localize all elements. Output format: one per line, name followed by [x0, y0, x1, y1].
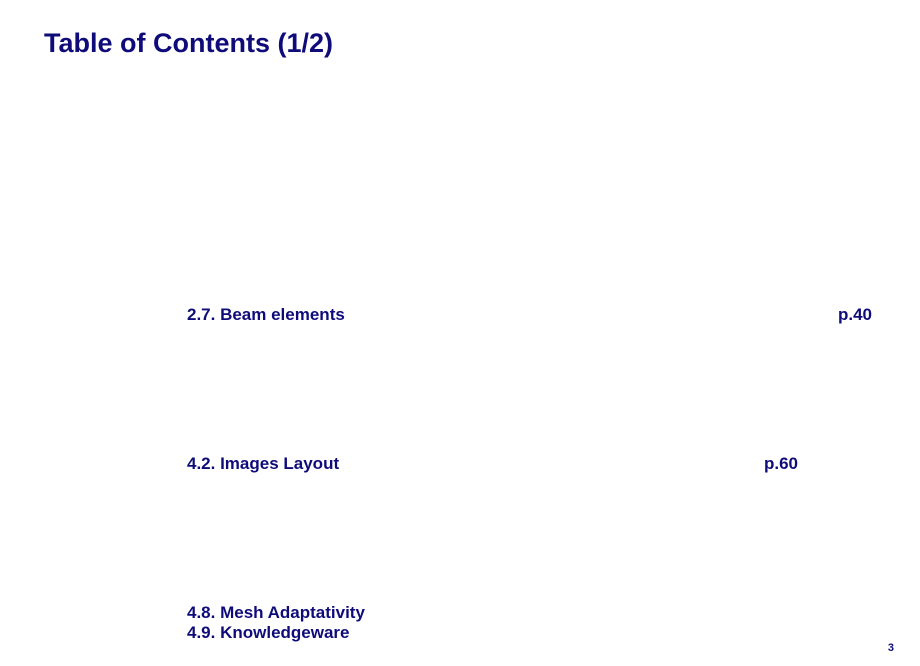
slide: Table of Contents (1/2) 2.7. Beam elemen…: [0, 0, 920, 666]
toc-entry: 4.2. Images Layout: [187, 454, 339, 474]
toc-entry-label: 4.8. Mesh Adaptativity: [187, 603, 365, 622]
toc-entry-page: p.40: [838, 305, 872, 325]
toc-entry-label: 2.7. Beam elements: [187, 305, 345, 324]
toc-entry-page: p.60: [764, 454, 798, 474]
toc-entry-label: 4.9. Knowledgeware: [187, 623, 350, 642]
toc-entry: 4.8. Mesh Adaptativity: [187, 603, 365, 623]
page-number: 3: [888, 642, 894, 654]
slide-title: Table of Contents (1/2): [44, 28, 333, 59]
toc-entry: 4.9. Knowledgeware: [187, 623, 350, 643]
toc-entry: 2.7. Beam elements: [187, 305, 345, 325]
toc-entry-label: 4.2. Images Layout: [187, 454, 339, 473]
